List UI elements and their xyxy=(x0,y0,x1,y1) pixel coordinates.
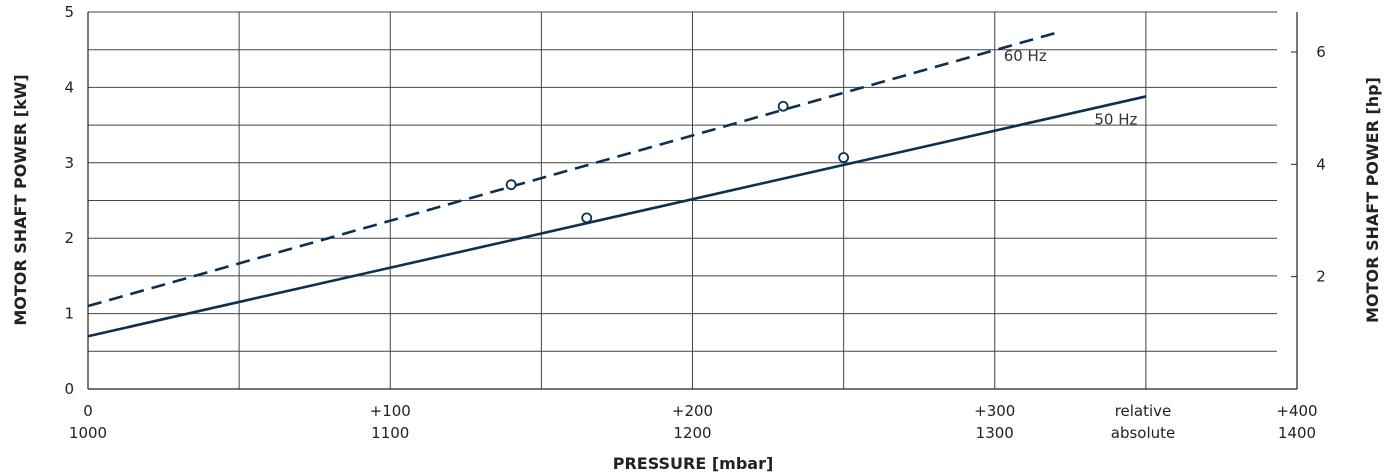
x-tick-absolute-100: 1100 xyxy=(371,424,409,442)
y-tick-left-5: 5 xyxy=(64,3,74,21)
x-tick-relative-0: 0 xyxy=(83,402,93,420)
series-label-50-hz: 50 Hz xyxy=(1094,110,1137,128)
x-tick-absolute-200: 1200 xyxy=(673,424,711,442)
y-tick-left-1: 1 xyxy=(64,305,74,323)
y-tick-right-4: 4 xyxy=(1316,155,1326,173)
y-axis-title-right: MOTOR SHAFT POWER [hp] xyxy=(1363,77,1382,323)
x-axis-title: PRESSURE [mbar] xyxy=(613,454,774,473)
x-tick-absolute-0: 1000 xyxy=(69,424,107,442)
data-point-50-hz-1 xyxy=(838,152,850,163)
series-label-60-hz: 60 Hz xyxy=(1004,47,1047,65)
y-tick-right-6: 6 xyxy=(1316,43,1326,61)
tick-labels: 0 1 2 3 4 5 2 4 6 0 1000 +100 1100 +200 1200 +300 1300 +4… xyxy=(64,3,1325,442)
x-tick-relative-400: +400 xyxy=(1276,402,1317,420)
x-scale-label-absolute: absolute xyxy=(1111,424,1176,442)
y-tick-left-3: 3 xyxy=(64,154,74,172)
series-line-60-hz xyxy=(87,31,1056,308)
axes xyxy=(87,12,1298,390)
y-tick-right-2: 2 xyxy=(1316,268,1326,286)
data-point-60-hz-0 xyxy=(505,179,517,191)
x-tick-relative-200: +200 xyxy=(672,402,713,420)
x-scale-label-relative: relative xyxy=(1115,402,1172,420)
series-line-50-hz xyxy=(87,95,1147,338)
data-point-60-hz-1 xyxy=(777,100,789,112)
x-tick-absolute-300: 1300 xyxy=(976,424,1014,442)
y-tick-left-4: 4 xyxy=(64,78,74,96)
x-tick-relative-100: +100 xyxy=(370,402,411,420)
data-point-50-hz-0 xyxy=(581,212,593,224)
y-tick-left-2: 2 xyxy=(64,229,74,247)
x-tick-relative-300: +300 xyxy=(974,402,1015,420)
y-tick-left-0: 0 xyxy=(64,380,74,398)
horizontal-gridlines xyxy=(88,11,1277,352)
x-tick-absolute-400: 1400 xyxy=(1278,424,1316,442)
series-layer: 50 Hz 60 Hz xyxy=(87,31,1147,338)
y-axis-title-left: MOTOR SHAFT POWER [kW] xyxy=(11,74,30,325)
